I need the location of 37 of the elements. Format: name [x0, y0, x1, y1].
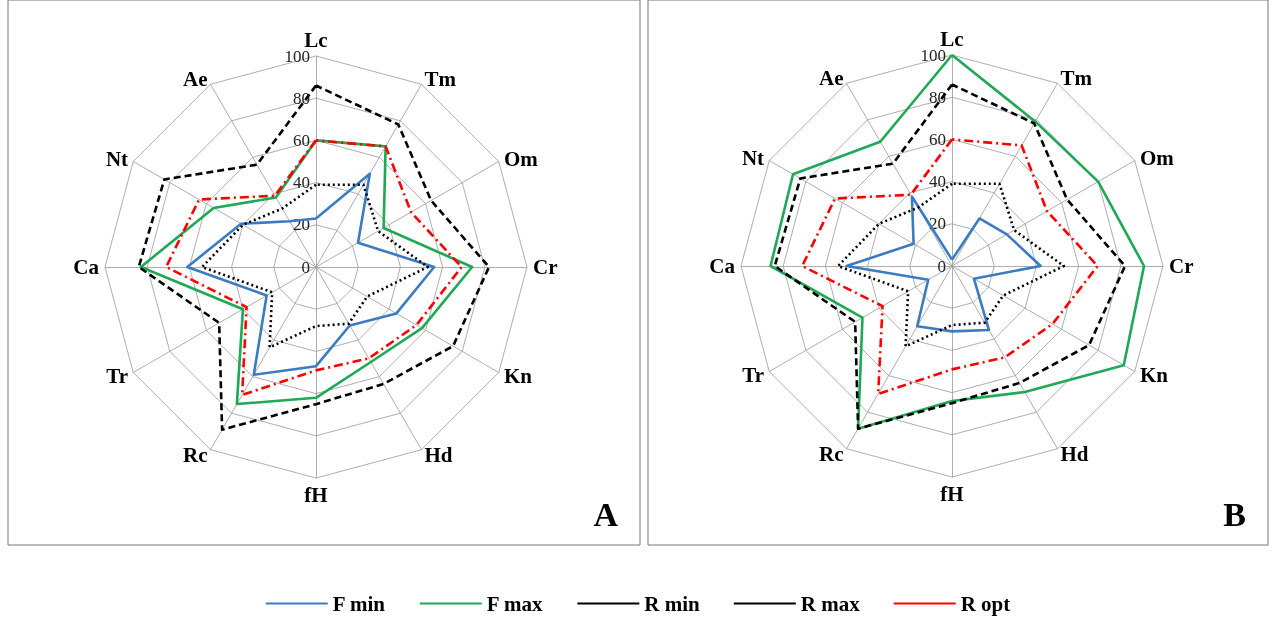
legend-label: F min: [332, 591, 386, 616]
legend-label: R max: [800, 591, 861, 616]
y-tick-label: 60: [929, 129, 946, 149]
text: B: [1223, 495, 1247, 533]
y-tick-label: 40: [293, 173, 310, 193]
y-tick-label: 0: [301, 257, 310, 277]
spoke-label: fH: [304, 482, 328, 507]
text: A: [593, 495, 619, 533]
spoke-label: Cr: [533, 255, 558, 279]
y-tick-label: 40: [929, 172, 946, 192]
spoke-label: Cr: [1169, 254, 1194, 278]
spoke-label: Tr: [106, 363, 129, 388]
spoke-label: Kn: [503, 363, 533, 388]
spoke-label: Hd: [1060, 441, 1089, 466]
legend-label: R opt: [960, 591, 1011, 616]
spoke-label: Ae: [183, 67, 208, 92]
y-tick-label: 80: [929, 87, 946, 107]
spoke-label: Om: [1139, 145, 1175, 170]
spoke-label: Ae: [819, 66, 844, 91]
spoke-label: Nt: [741, 145, 765, 170]
spoke-label: Rc: [819, 441, 844, 466]
spoke-label: Ca: [73, 255, 100, 279]
spoke-label: Om: [503, 146, 539, 171]
y-tick-label: 60: [293, 130, 310, 150]
spoke-label: Nt: [105, 146, 129, 171]
spoke-label: Tm: [1060, 66, 1093, 91]
spoke-label: Rc: [183, 442, 208, 467]
spoke-label: Hd: [424, 442, 453, 467]
spoke-label: fH: [940, 481, 964, 506]
legend-label: R min: [644, 591, 701, 616]
spoke-label: Tm: [424, 67, 457, 92]
spoke-label: Ca: [709, 254, 736, 278]
spoke-label: Kn: [1139, 362, 1169, 387]
legend-label: F max: [486, 591, 544, 616]
spoke-label: Tr: [742, 362, 765, 387]
y-tick-label: 0: [937, 256, 946, 276]
y-tick-label: 80: [293, 88, 310, 108]
